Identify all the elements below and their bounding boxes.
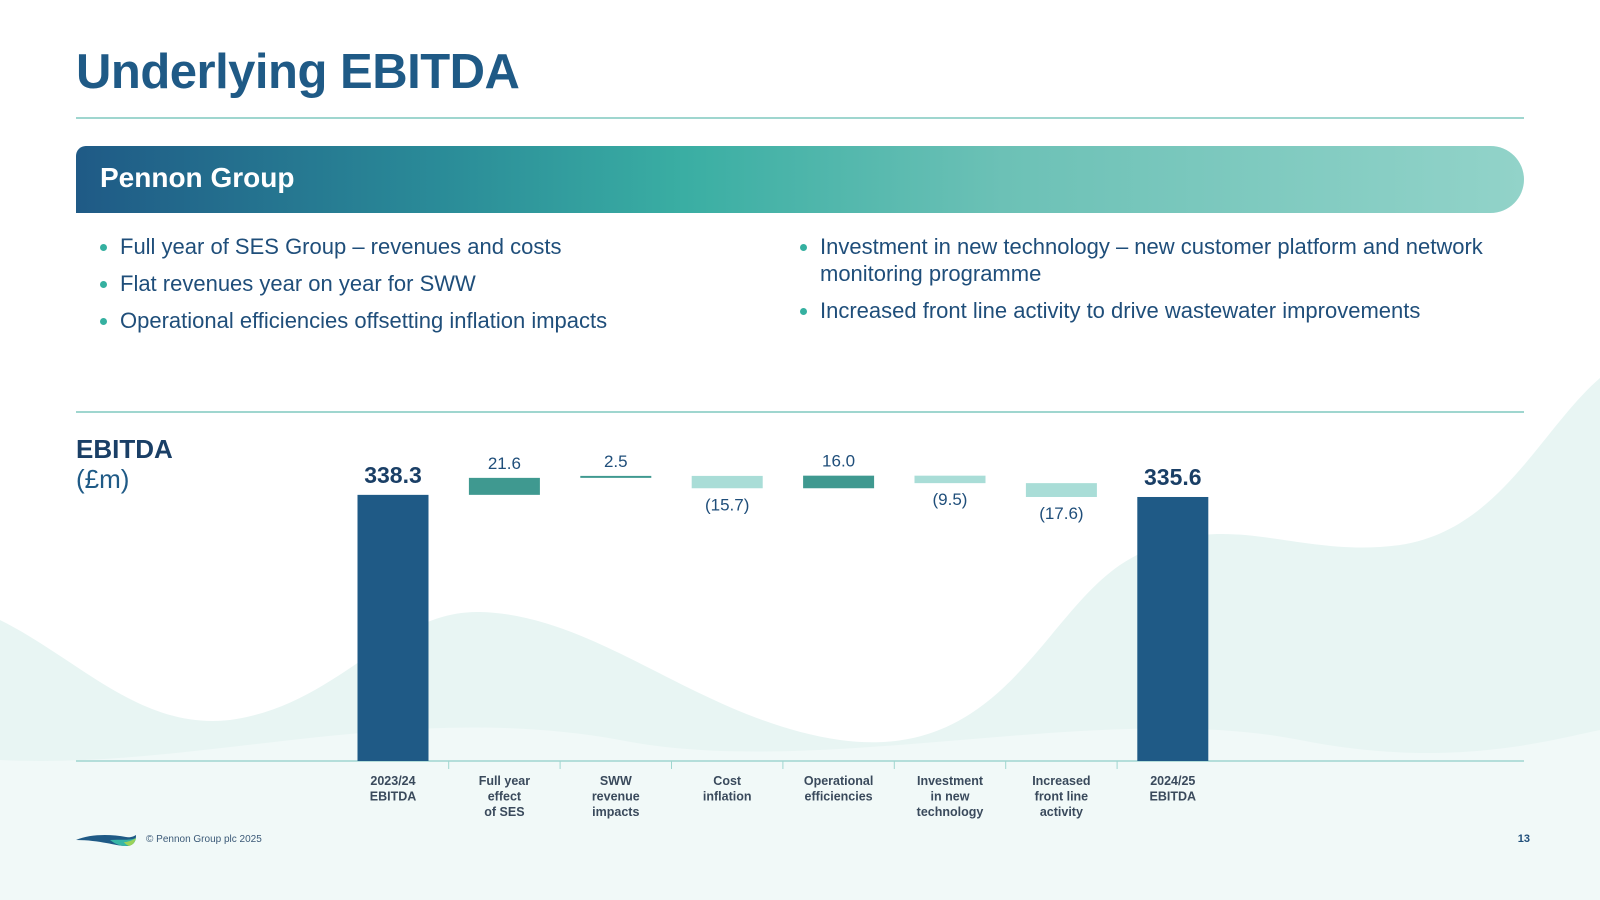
category-label-2: Full year effect of SES	[479, 774, 531, 819]
category-label-6: Investment in new technology	[917, 774, 984, 819]
bullet-item: Full year of SES Group – revenues and co…	[100, 233, 780, 260]
bar-7	[1025, 483, 1097, 497]
category-label-5: Operational efficiencies	[804, 774, 873, 804]
category-label-3: SWW revenue impacts	[592, 774, 640, 819]
bar-8	[1137, 496, 1209, 761]
data-label-1: 338.3	[364, 462, 422, 488]
data-label-6: (9.5)	[933, 490, 968, 509]
banner-title: Pennon Group	[100, 162, 295, 193]
title-divider	[76, 117, 1524, 119]
data-label-2: 21.6	[488, 454, 521, 473]
footer-copyright: © Pennon Group plc 2025	[146, 834, 262, 845]
data-label-5: 16.0	[822, 452, 855, 471]
bullet-item: Flat revenues year on year for SWW	[100, 270, 780, 297]
data-label-7: (17.6)	[1039, 504, 1083, 523]
category-label-7: Increased front line activity	[1032, 774, 1090, 819]
data-label-8: 335.6	[1144, 464, 1202, 490]
bullet-item: Operational efficiencies offsetting infl…	[100, 307, 780, 334]
bullet-item: Increased front line activity to drive w…	[800, 297, 1500, 324]
chart-unit-label: (£m)	[76, 464, 130, 494]
data-label-4: (15.7)	[705, 495, 749, 514]
page-number: 13	[1517, 833, 1530, 845]
bar-6	[914, 475, 986, 484]
chart-title: EBITDA	[76, 434, 173, 464]
bar-5	[803, 475, 875, 489]
page-title: Underlying EBITDA	[76, 45, 520, 99]
bar-4	[691, 475, 763, 489]
category-label-4: Cost inflation	[703, 774, 752, 804]
bullet-list-right: Investment in new technology – new custo…	[800, 233, 1500, 334]
category-label-8: 2024/25 EBITDA	[1150, 774, 1197, 804]
section-banner: Pennon Group	[76, 146, 1524, 213]
bar-2	[468, 477, 540, 495]
bar-1	[357, 494, 429, 761]
chart-heading: EBITDA (£m)	[76, 434, 173, 494]
bar-3	[580, 475, 652, 478]
bullet-item: Investment in new technology – new custo…	[800, 233, 1500, 287]
category-label-1: 2023/24 EBITDA	[370, 774, 417, 804]
pennon-logo-icon	[76, 835, 136, 846]
data-label-3: 2.5	[604, 452, 628, 471]
chart-divider	[76, 411, 1524, 413]
bullet-list-left: Full year of SES Group – revenues and co…	[100, 233, 780, 344]
